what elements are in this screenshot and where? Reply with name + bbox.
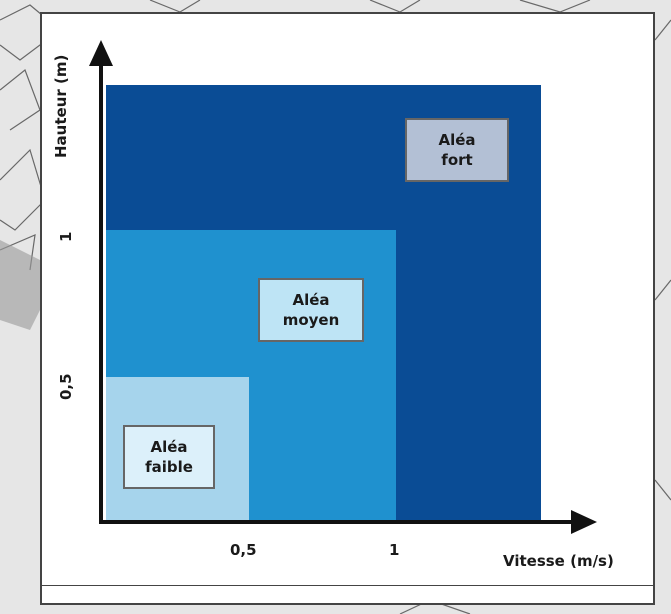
x-tick-1: 1	[389, 541, 400, 559]
footer-strip	[40, 585, 655, 605]
label-fort: Aléa fort	[405, 118, 509, 182]
label-moyen: Aléa moyen	[258, 278, 364, 342]
label-faible: Aléa faible	[123, 425, 215, 489]
y-tick-1: 1	[57, 231, 75, 242]
label-fort-line2: fort	[441, 151, 473, 169]
label-faible-line1: Aléa	[150, 438, 188, 456]
x-tick-0-5: 0,5	[230, 541, 257, 559]
label-faible-line2: faible	[145, 458, 193, 476]
x-axis-label: Vitesse (m/s)	[503, 552, 614, 570]
y-tick-0-5: 0,5	[57, 373, 75, 400]
label-moyen-line1: Aléa	[292, 291, 330, 309]
x-axis-arrow-icon	[571, 510, 597, 534]
y-axis-arrow-icon	[89, 40, 113, 66]
y-axis-label: Hauteur (m)	[52, 54, 70, 158]
label-moyen-line2: moyen	[282, 311, 340, 329]
label-fort-line1: Aléa	[438, 131, 476, 149]
